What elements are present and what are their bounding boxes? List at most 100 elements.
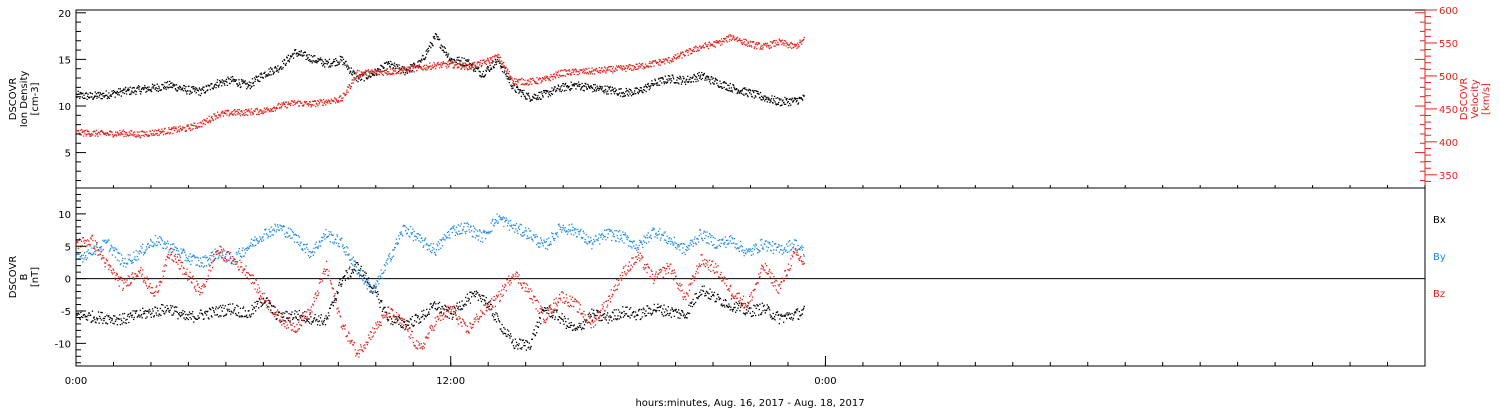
velocity-point-set-point	[339, 100, 341, 102]
velocity-point-set-point	[646, 65, 648, 67]
bx-point-set-point	[579, 326, 581, 328]
velocity-point-set-point	[685, 50, 687, 52]
density-point-set-point	[253, 77, 256, 79]
density-point-set-point	[522, 92, 524, 94]
density-point-set-point	[745, 93, 748, 95]
velocity-point-set-point	[700, 47, 702, 50]
bx-point-set-point	[458, 301, 461, 303]
velocity-point-set-point	[94, 135, 96, 137]
by-point-set-point	[388, 256, 390, 258]
density-point-set-point	[743, 94, 745, 96]
bx-point-set-point	[130, 312, 132, 314]
by-point-set-point	[163, 243, 165, 245]
bx-point-set-point	[695, 292, 697, 295]
by-point-set-point	[494, 222, 496, 224]
bx-point-set-point	[591, 319, 594, 321]
density-point-set-point	[178, 88, 180, 90]
density-point-set-point	[500, 65, 503, 68]
density-point-set-point	[370, 75, 372, 78]
by-point-set-point	[410, 232, 412, 234]
by-point-set-point	[497, 221, 499, 223]
velocity-point-set-point	[565, 69, 568, 72]
velocity-point-set-point	[250, 108, 252, 110]
by-point-set-point	[306, 243, 308, 245]
by-point-set-point	[299, 245, 301, 247]
density-point-set-point	[330, 62, 333, 65]
density-point-set-point	[89, 96, 91, 98]
bx-point-set-point	[487, 306, 489, 308]
velocity-point-set-point	[246, 109, 248, 111]
by-point-set-point	[418, 240, 420, 242]
bx-point-set-point	[502, 333, 504, 335]
velocity-point-set-point	[619, 67, 621, 69]
velocity-point-set-point	[228, 114, 231, 116]
by-point-set-point	[359, 273, 361, 275]
bx-point-set-point	[713, 295, 715, 297]
velocity-point-set-point	[250, 114, 252, 116]
by-point-set-point	[419, 234, 421, 236]
velocity-point-set-point	[409, 66, 411, 68]
density-point-set-point	[351, 73, 353, 75]
by-point-set-point	[568, 224, 570, 226]
by-point-set-point	[460, 232, 462, 235]
by-point-set-point	[307, 255, 310, 257]
by-point-set-point	[310, 255, 312, 258]
density-point-set-point	[242, 79, 244, 81]
bx-point-set-point	[375, 292, 378, 294]
density-point-set-point	[797, 102, 800, 104]
bx-point-set-point	[489, 301, 491, 303]
bx-point-set-point	[230, 310, 232, 312]
density-point-set-point	[610, 90, 612, 92]
bx-point-set-point	[521, 346, 523, 349]
bx-point-set-point	[170, 307, 172, 309]
by-point-set-point	[158, 241, 160, 243]
velocity-point-set-point	[356, 69, 359, 71]
density-point-set-point	[249, 84, 251, 86]
density-point-set-point	[392, 67, 394, 69]
by-point-set-point	[537, 246, 540, 248]
by-point-set-point	[252, 239, 254, 241]
by-point-set-point	[556, 232, 558, 234]
by-point-set-point	[560, 231, 563, 233]
density-point-set-point	[510, 84, 512, 86]
velocity-point-set-point	[798, 41, 801, 44]
by-point-set-point	[170, 244, 172, 246]
by-point-set-point	[616, 234, 618, 237]
velocity-point-set-point	[175, 126, 177, 128]
density-point-set-point	[602, 90, 605, 92]
density-point-set-point	[509, 78, 511, 80]
bx-point-set-point	[204, 312, 206, 315]
velocity-point-set-point	[259, 110, 261, 112]
density-point-set-point	[596, 89, 598, 91]
bx-point-set-point	[724, 299, 726, 301]
by-point-set-point	[585, 234, 587, 236]
density-point-set-point	[633, 93, 635, 95]
density-point-set-point	[472, 69, 475, 71]
velocity-point-set-point	[206, 120, 208, 122]
velocity-point-set-point	[473, 61, 476, 63]
velocity-point-set-point	[431, 64, 433, 66]
density-point-set-point	[247, 86, 249, 88]
velocity-point-set-point	[317, 105, 319, 107]
velocity-point-set-point	[614, 67, 617, 69]
velocity-point-set-point	[256, 107, 258, 109]
density-point-set-point	[638, 91, 640, 93]
density-point-set-point	[76, 93, 78, 95]
by-point-set-point	[241, 256, 243, 258]
velocity-point-set-point	[353, 77, 355, 79]
velocity-point-set-point	[638, 62, 640, 65]
bx-point-set-point	[801, 309, 803, 311]
velocity-point-set-point	[497, 53, 499, 55]
velocity-point-set-point	[274, 110, 276, 112]
by-point-set-point	[282, 225, 285, 227]
velocity-point-set-point	[526, 80, 529, 82]
bx-point-set-point	[400, 326, 402, 328]
velocity-point-set-point	[358, 70, 360, 72]
density-point-set-point	[360, 74, 362, 76]
velocity-point-set-point	[200, 126, 202, 128]
bx-point-set-point	[551, 315, 553, 317]
by-point-set-point	[156, 241, 158, 243]
density-point-set-point	[332, 60, 335, 63]
velocity-point-set-point	[633, 69, 635, 71]
bx-point-set-point	[566, 325, 569, 328]
